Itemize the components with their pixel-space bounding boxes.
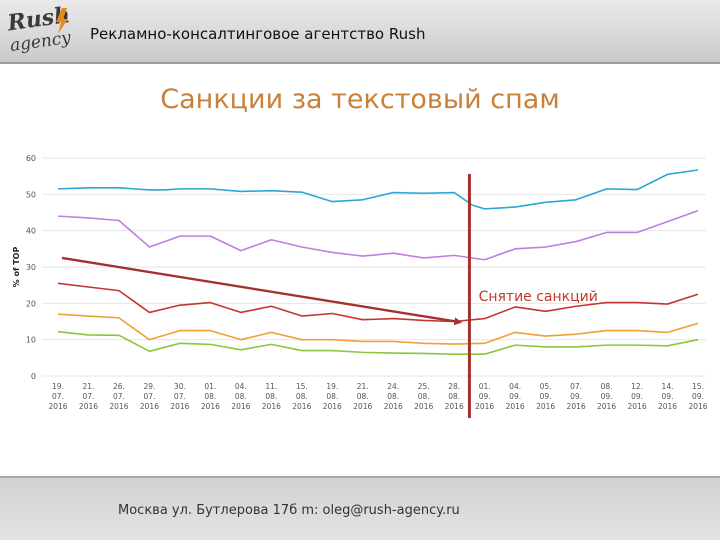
y-tick-label: 60 <box>26 154 36 163</box>
x-tick-label: 26. 07. 2016 <box>109 382 128 411</box>
x-tick-label: 08. 09. 2016 <box>597 382 616 411</box>
series-line-2 <box>57 209 699 261</box>
slide-title: Санкции за текстовый спам <box>160 84 560 115</box>
x-tick-label: 01. 08. 2016 <box>201 382 220 411</box>
x-tick-label: 19. 08. 2016 <box>323 382 342 411</box>
agency-name: Рекламно-консалтинговое агентство Rush <box>90 25 426 43</box>
x-tick-label: 30. 07. 2016 <box>170 382 189 411</box>
x-tick-label: 24. 08. 2016 <box>384 382 403 411</box>
line-chart: 0 10 20 30 40 50 60 % of TOP 19. 07. 2016 21. 07. 201… <box>12 154 708 418</box>
series-line-1 <box>57 169 699 210</box>
y-tick-label: 0 <box>31 372 36 381</box>
x-tick-label: 14. 09. 2016 <box>658 382 677 411</box>
x-tick-label: 12. 09. 2016 <box>628 382 647 411</box>
y-tick-label: 50 <box>26 190 36 199</box>
footer-bar <box>0 478 720 540</box>
x-tick-label: 15. 09. 2016 <box>688 382 707 411</box>
x-tick-label: 28. 08. 2016 <box>445 382 464 411</box>
x-tick-label: 21. 07. 2016 <box>79 382 98 411</box>
rush-agency-logo: Rush agency <box>6 4 72 56</box>
y-tick-label: 40 <box>26 227 36 236</box>
trend-arrow <box>61 256 463 326</box>
series-line-3 <box>57 282 699 323</box>
x-tick-label: 25. 08. 2016 <box>414 382 433 411</box>
x-tick-label: 05. 09. 2016 <box>536 382 555 411</box>
x-tick-label: 15. 08. 2016 <box>292 382 311 411</box>
lightning-icon <box>56 8 68 34</box>
x-tick-label: 07. 09. 2016 <box>567 382 586 411</box>
header-bar <box>0 0 720 62</box>
series-line-5 <box>57 330 699 355</box>
x-tick-label: 19. 07. 2016 <box>48 382 67 411</box>
y-tick-label: 30 <box>26 263 36 272</box>
y-tick-label: 10 <box>26 336 36 345</box>
y-tick-label: 20 <box>26 299 36 308</box>
sanctions-lifted-label: Снятие санкций <box>479 289 598 305</box>
x-tick-label: 21. 08. 2016 <box>353 382 372 411</box>
x-tick-label: 11. 08. 2016 <box>262 382 281 411</box>
footer-divider <box>0 476 720 478</box>
header-divider <box>0 62 720 64</box>
x-tick-label: 01. 09. 2016 <box>475 382 494 411</box>
series-line-4 <box>57 313 699 345</box>
y-axis-label: % of TOP <box>12 247 21 288</box>
x-tick-label: 04. 08. 2016 <box>231 382 250 411</box>
x-tick-label: 29. 07. 2016 <box>140 382 159 411</box>
x-tick-label: 04. 09. 2016 <box>506 382 525 411</box>
contact-address: Москва ул. Бутлерова 17б m: oleg@rush-ag… <box>118 503 460 518</box>
